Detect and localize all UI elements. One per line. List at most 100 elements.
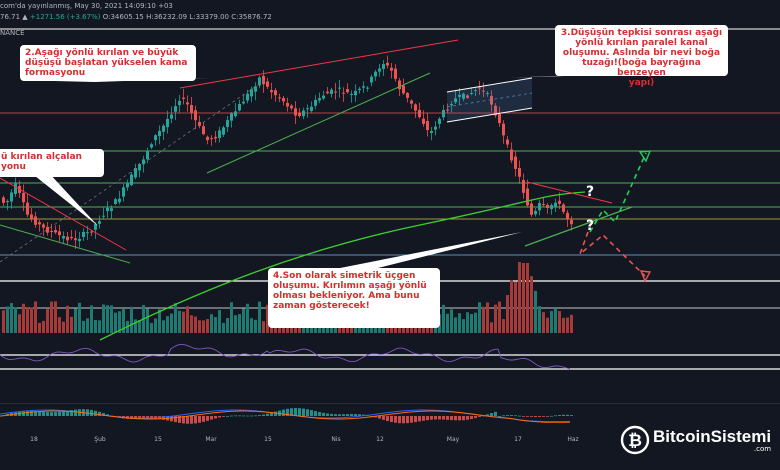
candle-body [242, 101, 245, 104]
macd-histogram-bar [54, 412, 57, 416]
volume-bar [550, 311, 553, 333]
macd-histogram-bar [522, 416, 525, 417]
candle-body [378, 68, 381, 72]
macd-histogram-bar [454, 416, 457, 421]
candle-body [374, 71, 377, 77]
volume-bar [54, 301, 57, 333]
candle-body [446, 109, 449, 111]
candle-body [346, 89, 349, 93]
candle-body [218, 130, 221, 138]
macd-histogram-bar [106, 414, 109, 416]
bitcoinsistemi-logo: ₿ BitcoinSistemi .com [620, 423, 771, 457]
candle-body [282, 98, 285, 102]
macd-histogram-bar [142, 416, 145, 419]
candle-body [286, 102, 289, 107]
volume-bar [130, 306, 133, 333]
macd-histogram-bar [250, 415, 253, 417]
macd-histogram-bar [458, 416, 461, 421]
volume-bar [182, 311, 185, 333]
macd-histogram-bar [46, 412, 49, 416]
candle-body [82, 231, 85, 238]
candle-body [258, 77, 261, 86]
macd-histogram-bar [62, 411, 65, 416]
volume-bar [530, 276, 533, 333]
candle-body [70, 236, 73, 239]
macd-histogram-bar [470, 416, 473, 420]
candle-body [226, 120, 229, 127]
macd-histogram-bar [566, 414, 569, 416]
candle-body [358, 88, 361, 91]
logo-domain: .com [753, 445, 772, 453]
volume-bar [86, 318, 89, 333]
candle-body [6, 201, 9, 203]
candle-body [366, 87, 369, 89]
candle-body [546, 204, 549, 208]
volume-bar [558, 311, 561, 333]
volume-bar [190, 315, 193, 333]
macd-histogram-bar [302, 408, 305, 416]
macd-histogram-bar [542, 416, 545, 417]
volume-bar [510, 280, 513, 333]
candle-body [62, 235, 65, 239]
macd-histogram-bar [210, 416, 213, 420]
candle-body [370, 76, 373, 83]
macd-histogram-bar [378, 416, 381, 419]
macd-histogram-bar [558, 414, 561, 416]
candle-body [138, 163, 141, 171]
candle-body [526, 188, 529, 206]
volume-bar [214, 317, 217, 333]
rsi-line [0, 343, 571, 370]
volume-bar [210, 314, 213, 333]
volume-bar [534, 290, 537, 333]
candle-body [86, 232, 89, 234]
macd-histogram-bar [342, 414, 345, 416]
macd-histogram-bar [450, 416, 453, 421]
macd-histogram-bar [266, 413, 269, 416]
annotation-line: zaman gösterecek! [273, 301, 370, 311]
macd-histogram-bar [198, 416, 201, 423]
candle-body [322, 95, 325, 99]
candle-body [418, 109, 421, 118]
macd-histogram-bar [466, 416, 469, 420]
volume-bar [482, 306, 485, 333]
candle-body [354, 90, 357, 96]
volume-bar [26, 307, 29, 333]
candle-body [154, 135, 157, 141]
volume-bar [34, 301, 37, 333]
candle-body [298, 112, 301, 117]
candle-body [114, 199, 117, 205]
macd-histogram-bar [446, 416, 449, 420]
volume-bar [486, 302, 489, 333]
macd-histogram-bar [94, 410, 97, 416]
annotation-line: olması bekleniyor. Ama bunu [273, 291, 420, 301]
macd-histogram-bar [178, 416, 181, 423]
volume-bar [70, 316, 73, 333]
macd-histogram-bar [478, 416, 481, 417]
candle-body [442, 110, 445, 118]
volume-bar [218, 309, 221, 333]
candle-body [194, 110, 197, 121]
macd-histogram-bar [490, 412, 493, 416]
macd-histogram-bar [330, 413, 333, 416]
macd-histogram-bar [318, 411, 321, 416]
macd-histogram-bar [294, 408, 297, 416]
candle-body [42, 224, 45, 228]
candle-body [190, 105, 193, 113]
macd-histogram-bar [358, 414, 361, 416]
macd-histogram-bar [222, 416, 225, 417]
annotation-line: oluşumu. Kırılımın aşağı yönlü [273, 281, 427, 291]
volume-bar [138, 320, 141, 333]
question-mark: ? [586, 218, 594, 234]
macd-histogram-bar [418, 416, 421, 422]
annotation-rising-wedge: 2.Aşağı yönlü kırılan ve büyük düşüşü ba… [20, 45, 196, 81]
wedge-lower-line [0, 224, 131, 264]
annotation-line: formasyonu [25, 68, 86, 78]
candle-body [134, 168, 137, 178]
volume-bar [254, 319, 257, 333]
macd-histogram-bar [414, 416, 417, 423]
bearish-arrow-head [639, 270, 652, 283]
volume-bar [522, 263, 525, 333]
macd-histogram-bar [102, 413, 105, 416]
candle-body [434, 126, 437, 130]
